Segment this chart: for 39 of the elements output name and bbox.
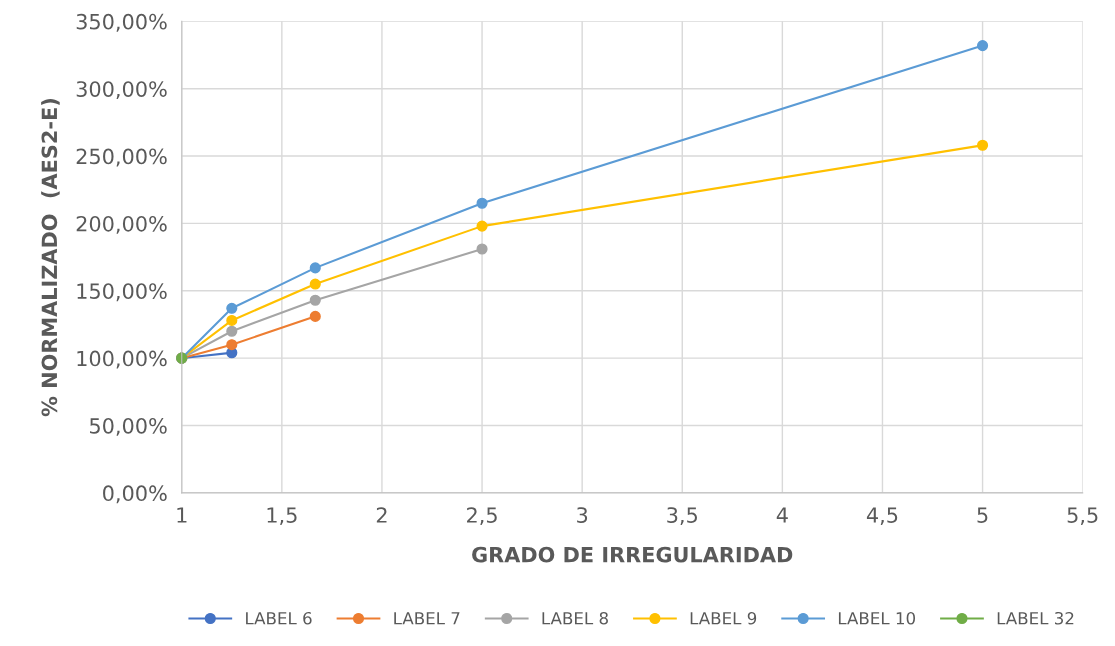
legend-label: LABEL 7	[394, 612, 460, 625]
x-tick-label: 2	[376, 507, 387, 523]
x-tick-label: 5	[977, 507, 988, 523]
point	[977, 40, 989, 52]
y-tick-label: 200,00%	[76, 215, 167, 234]
x-axis-title: GRADO DE IRREGULARIDAD	[472, 546, 793, 563]
point	[309, 278, 321, 290]
point	[476, 197, 488, 209]
point	[226, 339, 238, 351]
point	[309, 294, 321, 306]
y-tick-label: 250,00%	[76, 148, 167, 167]
x-tick-label: 1,5	[267, 507, 297, 526]
y-tick-label: 350,00%	[76, 13, 167, 32]
legend-label: LABEL 10	[838, 611, 916, 625]
x-tick-label: 4	[776, 507, 788, 523]
x-tick-label: 4,5	[866, 507, 898, 526]
point	[309, 262, 321, 274]
legend-label: LABEL 9	[690, 611, 757, 625]
point	[476, 220, 488, 232]
legend-label: LABEL 32	[997, 611, 1074, 625]
x-tick-label: 2,5	[467, 507, 497, 526]
point	[226, 314, 238, 326]
y-tick-label: 300,00%	[76, 81, 167, 100]
point	[977, 139, 989, 151]
y-tick-label: 50,00%	[90, 417, 167, 436]
point	[309, 310, 321, 322]
point	[226, 325, 238, 337]
y-tick-label: 100,00%	[77, 350, 167, 369]
y-tick-label: 0,00%	[103, 485, 167, 504]
x-tick-label: 3,5	[667, 507, 697, 526]
y-axis-title: % NORMALIZADO (AES2-E)	[41, 99, 60, 417]
x-tick-label: 5,5	[1067, 507, 1098, 526]
x-tick-label: 3	[577, 507, 588, 523]
point	[226, 302, 238, 314]
y-tick-label: 150,00%	[77, 283, 167, 302]
legend-label: LABEL 6	[246, 611, 312, 625]
point	[476, 243, 488, 255]
x-tick-label: 1	[177, 507, 187, 523]
legend-label: LABEL 8	[542, 611, 608, 625]
